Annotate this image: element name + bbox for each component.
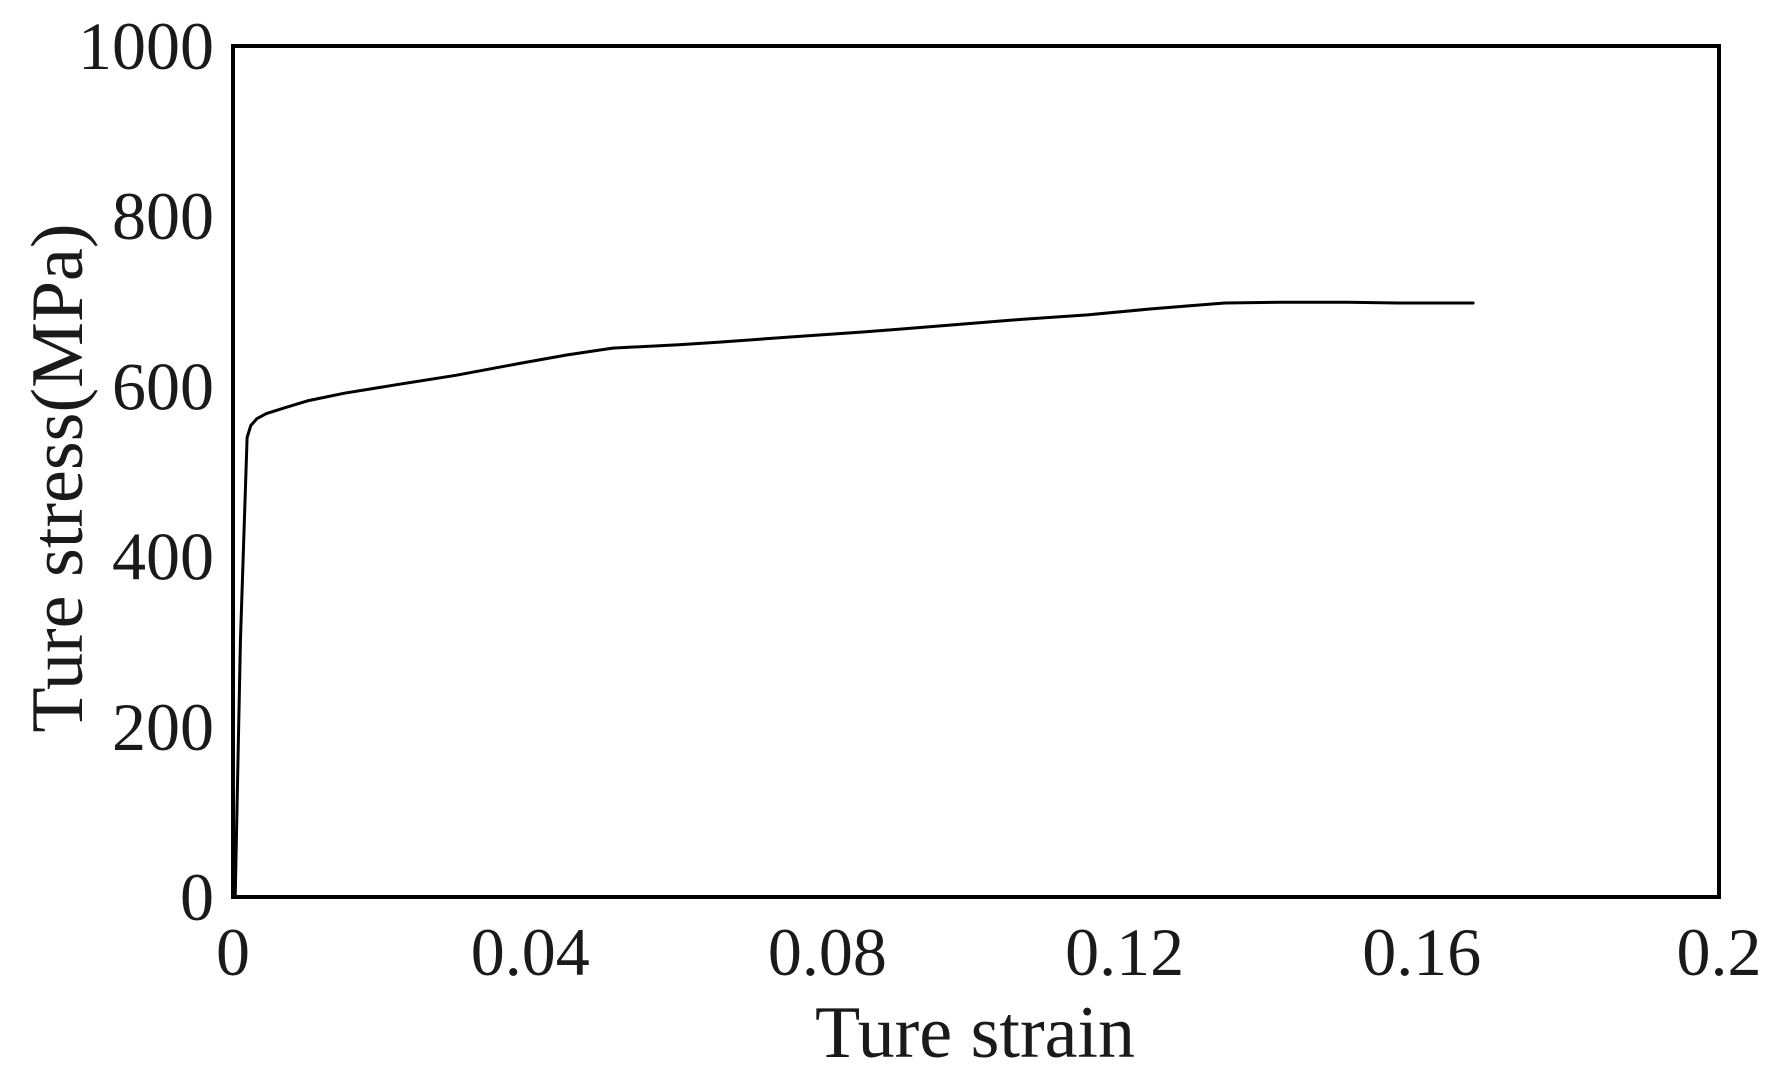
plot-frame — [231, 44, 1721, 899]
y-axis-tick-labels: 0 200 400 600 800 1000 — [78, 8, 214, 935]
y-axis-title: Ture stress(MPa) — [17, 223, 99, 732]
y-tick-label-600: 600 — [112, 348, 214, 424]
x-tick-label-0.08: 0.08 — [768, 914, 887, 990]
x-tick-label-0: 0 — [216, 914, 250, 990]
x-tick-label-0.2: 0.2 — [1677, 914, 1762, 990]
y-tick-label-800: 800 — [112, 178, 214, 254]
x-tick-label-0.04: 0.04 — [471, 914, 590, 990]
x-axis-title: Ture strain — [815, 992, 1135, 1073]
y-tick-label-1000: 1000 — [78, 8, 214, 84]
x-tick-label-0.16: 0.16 — [1362, 914, 1481, 990]
y-tick-label-0: 0 — [180, 859, 214, 935]
x-axis-tick-labels: 0 0.04 0.08 0.12 0.16 0.2 — [216, 914, 1762, 990]
y-tick-label-400: 400 — [112, 519, 214, 595]
data-series-line — [233, 300, 1475, 899]
y-tick-label-200: 200 — [112, 689, 214, 765]
x-tick-label-0.12: 0.12 — [1065, 914, 1184, 990]
